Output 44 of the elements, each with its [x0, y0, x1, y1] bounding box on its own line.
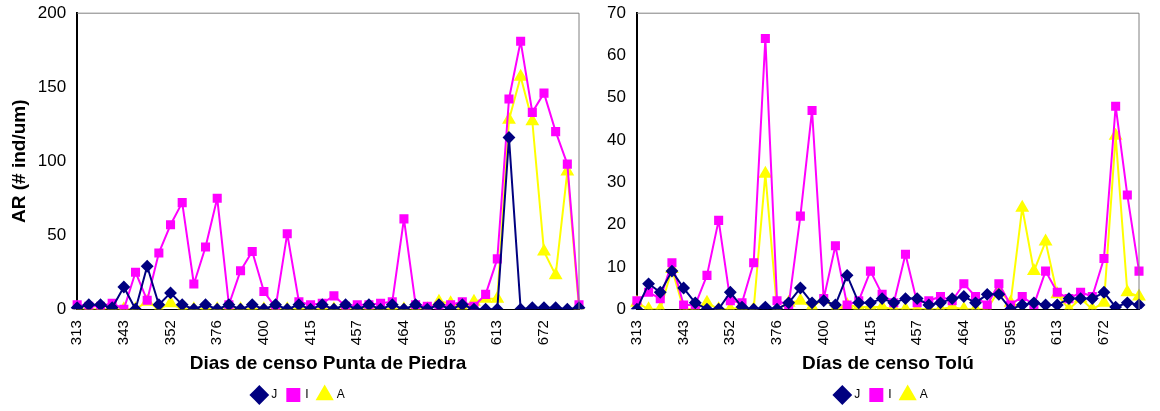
x-tick-label: 376	[207, 320, 225, 346]
x-tick-label: 400	[254, 320, 272, 346]
x-tick-label: 415	[860, 320, 878, 346]
legend-label: J	[271, 387, 278, 402]
x-tick-label: 457	[347, 320, 365, 346]
x-tick-label: 613	[487, 320, 505, 346]
x-axis-title: Días de censo Tolú	[802, 351, 974, 373]
legend-label: A	[919, 387, 928, 402]
x-tick-label: 400	[813, 320, 831, 346]
y-tick-label: 10	[606, 256, 626, 276]
x-tick-label: 672	[534, 320, 552, 346]
y-tick-label: 100	[37, 150, 67, 170]
y-tick-label: 200	[37, 2, 67, 22]
x-tick-label: 313	[627, 320, 645, 346]
y-tick-label: 50	[606, 87, 626, 107]
x-tick-label: 415	[300, 320, 318, 346]
legend-label: I	[305, 387, 309, 402]
x-tick-label: 595	[1000, 320, 1018, 346]
x-tick-label: 595	[440, 320, 458, 346]
x-tick-label: 457	[907, 320, 925, 346]
x-tick-label: 376	[767, 320, 785, 346]
y-tick-label: 50	[47, 224, 67, 244]
x-axis-title: Dias de censo Punta de Piedra	[189, 351, 467, 373]
x-tick-label: 613	[1047, 320, 1065, 346]
x-tick-label: 343	[113, 320, 131, 346]
legend-label: I	[888, 387, 892, 402]
y-axis-title: AR (# ind/um)	[7, 99, 29, 223]
y-tick-label: 40	[606, 129, 626, 149]
y-tick-label: 30	[606, 172, 626, 192]
y-tick-label: 0	[616, 298, 626, 318]
y-tick-label: 20	[606, 214, 626, 234]
x-tick-label: 672	[1094, 320, 1112, 346]
y-tick-label: 60	[606, 45, 626, 65]
y-tick-label: 0	[56, 298, 67, 318]
y-tick-label: 150	[37, 76, 67, 96]
y-tick-label: 70	[606, 2, 626, 22]
x-tick-label: 352	[720, 320, 738, 346]
x-tick-label: 464	[953, 320, 971, 346]
legend-label: J	[854, 387, 861, 402]
x-tick-label: 343	[673, 320, 691, 346]
legend-label: A	[336, 387, 345, 402]
x-tick-label: 352	[160, 320, 178, 346]
x-tick-label: 313	[67, 320, 85, 346]
x-tick-label: 464	[394, 320, 412, 346]
